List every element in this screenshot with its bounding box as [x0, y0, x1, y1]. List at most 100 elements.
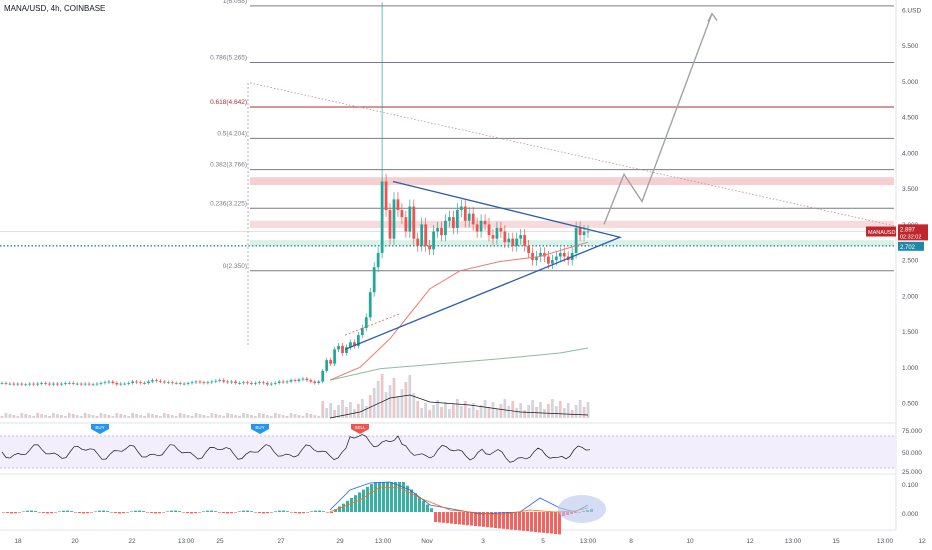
candle-body	[547, 256, 550, 264]
candle-body	[499, 227, 503, 232]
volume-bar	[206, 416, 210, 418]
volume-bar	[202, 415, 206, 418]
volume-bar	[523, 410, 527, 418]
volume-bar	[44, 415, 47, 418]
volume-bar	[174, 416, 178, 418]
candle-body	[250, 382, 253, 384]
volume-bar	[131, 413, 135, 418]
candle-body	[317, 381, 321, 383]
macd-histogram-bar	[54, 512, 57, 513]
volume-bar	[52, 413, 55, 418]
macd-histogram-bar	[534, 512, 537, 532]
resistance-zone-lower	[250, 220, 894, 228]
volume-bar	[558, 401, 562, 418]
x-tick-label: 13:00	[785, 538, 802, 545]
macd-histogram-bar	[2, 512, 5, 513]
volume-bar	[321, 401, 325, 418]
macd-histogram-bar	[90, 512, 93, 513]
candle-body	[115, 382, 119, 385]
macd-histogram-bar	[46, 512, 49, 514]
price-tick-label: 5.500	[902, 43, 919, 50]
volume-bar	[139, 415, 142, 418]
volume-bar	[301, 416, 305, 418]
macd-histogram-bar	[134, 510, 137, 512]
fib-level-label: 0.5(4.204)	[217, 130, 247, 137]
candle-body	[230, 381, 234, 383]
candle-body	[582, 231, 586, 236]
volume-bar	[182, 414, 186, 418]
x-tick-label: 5	[541, 538, 545, 545]
macd-histogram-bar	[490, 512, 493, 528]
macd-histogram-bar	[138, 510, 141, 512]
candle-body	[139, 382, 142, 384]
candle-body	[341, 345, 344, 353]
candle-body	[424, 224, 428, 246]
candle-body	[28, 383, 32, 385]
x-tick-label: 15	[832, 538, 840, 545]
volume-bar	[285, 416, 289, 418]
volume-bar	[543, 409, 546, 418]
volume-bar	[198, 414, 202, 418]
macd-histogram-bar	[38, 512, 41, 513]
macd-histogram-bar	[186, 512, 189, 514]
volume-bar	[158, 416, 162, 418]
rsi-level-label: 25.000	[902, 469, 922, 476]
support-zone	[250, 240, 894, 246]
macd-histogram-bar	[430, 508, 433, 512]
price-tick-label: 1.500	[902, 329, 919, 336]
volume-bar	[135, 414, 139, 418]
candle-body	[166, 382, 170, 384]
macd-histogram-bar	[462, 512, 465, 525]
candle-body	[277, 381, 281, 383]
candle-body	[527, 245, 530, 253]
candle-body	[416, 238, 420, 246]
x-tick-label: 13:00	[580, 538, 597, 545]
volume-bar	[467, 408, 471, 418]
macd-histogram-bar	[434, 512, 437, 522]
macd-histogram-bar	[422, 500, 425, 512]
macd-histogram-bar	[302, 512, 305, 514]
volume-bar	[95, 416, 99, 418]
volume-bar	[75, 415, 79, 418]
signal-marker	[351, 424, 369, 434]
candle-body	[479, 220, 483, 232]
macd-histogram-bar	[394, 482, 397, 512]
x-tick-label: 13:00	[877, 538, 894, 545]
price-tick-label: 3.500	[902, 186, 919, 193]
volume-bar	[190, 416, 194, 418]
volume-bar	[107, 415, 111, 418]
macd-histogram-bar	[198, 512, 201, 513]
macd-level-label: 0.000	[902, 511, 919, 518]
candle-body	[8, 383, 12, 385]
macd-histogram-bar	[126, 512, 129, 513]
macd-histogram-bar	[50, 512, 53, 514]
volume-bar	[254, 416, 257, 418]
volume-bar	[222, 416, 226, 418]
candle-body	[222, 380, 226, 382]
macd-histogram-bar	[446, 512, 449, 524]
volume-bar	[226, 413, 230, 418]
candle-body	[321, 370, 325, 382]
candle-body	[519, 235, 523, 239]
macd-histogram-bar	[146, 512, 149, 513]
macd-histogram-bar	[258, 512, 261, 514]
macd-histogram-bar	[558, 512, 561, 535]
highlight-ellipse	[558, 495, 606, 523]
volume-bar	[550, 399, 554, 418]
volume-bar	[87, 414, 91, 418]
macd-histogram-bar	[158, 512, 161, 514]
candle-body	[337, 345, 340, 350]
macd-histogram-bar	[222, 512, 225, 514]
candle-body	[12, 383, 16, 385]
candle-body	[87, 383, 91, 385]
volume-bar	[471, 403, 475, 418]
volume-bar	[400, 389, 404, 418]
volume-bar	[24, 414, 28, 418]
macd-histogram-bar	[154, 512, 157, 514]
candle-body	[396, 199, 400, 211]
candle-body	[491, 235, 495, 239]
macd-histogram-bar	[266, 512, 269, 514]
candle-body	[578, 227, 582, 236]
macd-histogram-bar	[174, 510, 177, 512]
